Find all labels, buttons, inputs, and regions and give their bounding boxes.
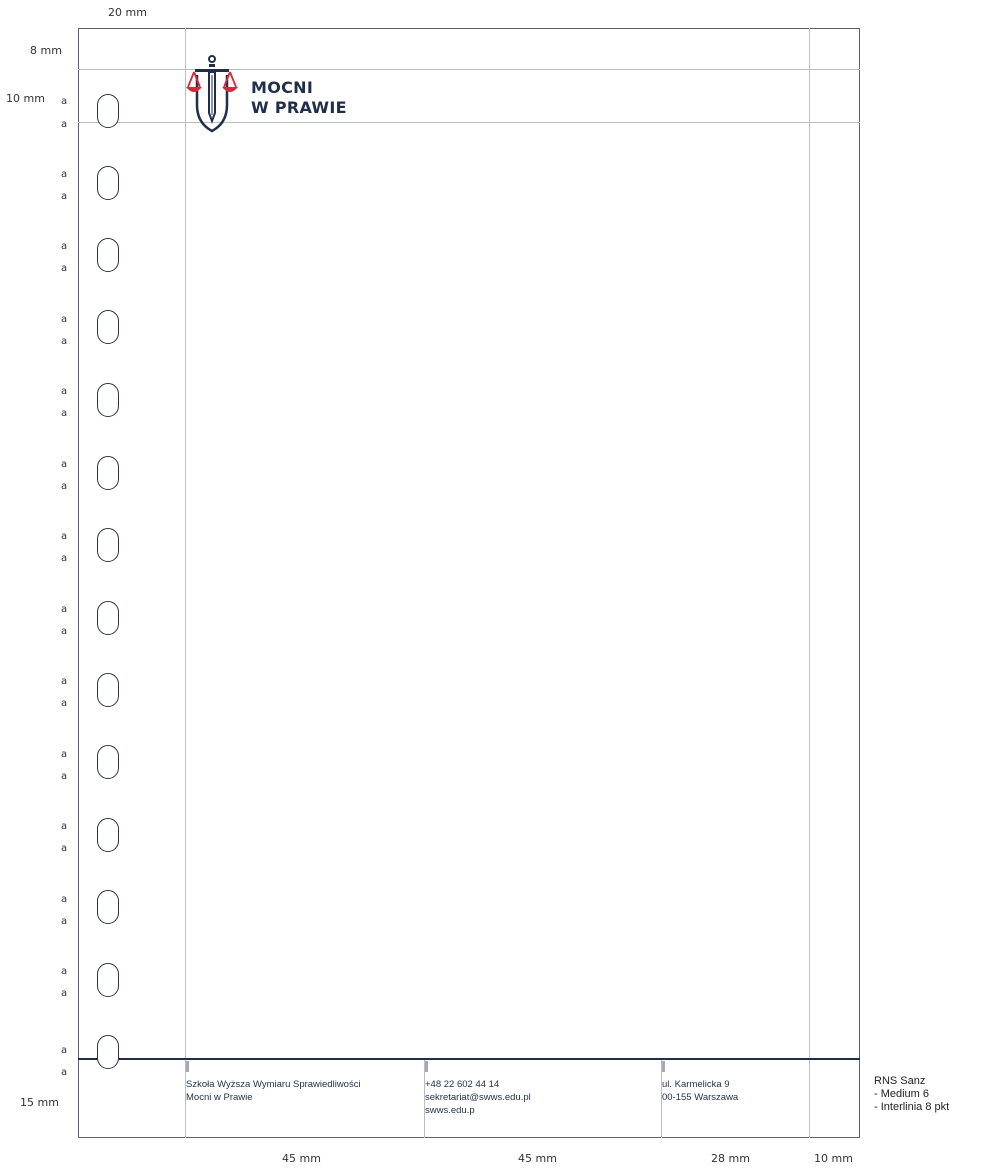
binder-hole (97, 601, 119, 635)
hole-mark: a (61, 1045, 68, 1056)
binder-hole (97, 890, 119, 924)
hole-mark: a (61, 749, 68, 760)
footer-col3-marker (662, 1061, 665, 1072)
hole-mark: a (61, 553, 68, 564)
binder-hole (97, 166, 119, 200)
footer-col1-marker (186, 1061, 189, 1072)
hole-mark: a (61, 1067, 68, 1078)
font-spec-leading: - Interlinia 8 pkt (874, 1101, 950, 1113)
footer-col-institution: Szkoła Wyższa Wymiaru Sprawiedliwości Mo… (186, 1078, 361, 1104)
binder-hole (97, 818, 119, 852)
logo-line-2: W PRAWIE (251, 98, 347, 117)
hole-mark: a (61, 119, 68, 130)
hole-mark: a (61, 241, 68, 252)
dim-top-margin: 10 mm (6, 92, 45, 105)
footer-col-address: ul. Karmelicka 9 00-155 Warszawa (662, 1078, 738, 1104)
footer-phone: +48 22 602 44 14 (425, 1079, 500, 1090)
binder-hole (97, 310, 119, 344)
guide-footer-col2 (424, 1058, 425, 1138)
footer-rule (78, 1058, 860, 1060)
guide-footer-col3 (661, 1058, 662, 1138)
letterhead-page (78, 28, 860, 1138)
hole-mark: a (61, 894, 68, 905)
logo-line-1: MOCNI (251, 78, 314, 97)
hole-mark: a (61, 408, 68, 419)
footer-city: 00-155 Warszawa (662, 1092, 739, 1103)
hole-mark: a (61, 169, 68, 180)
hole-mark: a (61, 988, 68, 999)
hole-mark: a (61, 191, 68, 202)
binder-hole (97, 94, 119, 128)
dim-col1: 45 mm (282, 1152, 321, 1165)
hole-mark: a (61, 459, 68, 470)
binder-hole (97, 673, 119, 707)
hole-mark: a (61, 771, 68, 782)
hole-mark: a (61, 626, 68, 637)
footer-institution-name: Szkoła Wyższa Wymiaru Sprawiedliwości (186, 1079, 361, 1090)
hole-mark: a (61, 698, 68, 709)
binder-hole (97, 963, 119, 997)
binder-hole (97, 528, 119, 562)
binder-hole (97, 383, 119, 417)
hole-mark: a (61, 916, 68, 927)
font-spec-weight: - Medium 6 (874, 1088, 930, 1100)
hole-mark: a (61, 96, 68, 107)
guide-left-margin (185, 28, 186, 1138)
sword-scales-shield-icon (186, 55, 238, 133)
footer-col-contact: +48 22 602 44 14 sekretariat@swws.edu.pl… (425, 1078, 531, 1117)
dim-left-margin: 20 mm (108, 6, 147, 19)
guide-right-margin (809, 28, 810, 1138)
hole-mark: a (61, 314, 68, 325)
footer-street: ul. Karmelicka 9 (662, 1079, 730, 1090)
footer-col2-marker (425, 1061, 428, 1072)
footer-website: swws.edu.p (425, 1105, 475, 1116)
hole-mark: a (61, 531, 68, 542)
dim-col3: 28 mm (711, 1152, 750, 1165)
font-spec-note: RNS Sanz - Medium 6 - Interlinia 8 pkt (874, 1075, 949, 1114)
hole-mark: a (61, 821, 68, 832)
footer-institution-motto: Mocni w Prawie (186, 1092, 253, 1103)
font-spec-name: RNS Sanz (874, 1075, 926, 1087)
hole-mark: a (61, 966, 68, 977)
hole-mark: a (61, 386, 68, 397)
hole-mark: a (61, 843, 68, 854)
hole-mark: a (61, 263, 68, 274)
footer-email: sekretariat@swws.edu.pl (425, 1092, 531, 1103)
guide-top-8mm (78, 69, 860, 70)
hole-mark: a (61, 336, 68, 347)
dim-col2: 45 mm (518, 1152, 557, 1165)
dim-right-margin: 10 mm (814, 1152, 853, 1165)
binder-hole (97, 238, 119, 272)
hole-mark: a (61, 481, 68, 492)
logo-wordmark: MOCNI W PRAWIE (251, 78, 347, 118)
hole-mark: a (61, 604, 68, 615)
binder-hole (97, 456, 119, 490)
binder-hole (97, 745, 119, 779)
dim-top-offset: 8 mm (30, 44, 62, 57)
binder-hole (97, 1035, 119, 1069)
dim-bottom-margin: 15 mm (20, 1096, 59, 1109)
hole-mark: a (61, 676, 68, 687)
guide-top-10mm (78, 122, 860, 123)
